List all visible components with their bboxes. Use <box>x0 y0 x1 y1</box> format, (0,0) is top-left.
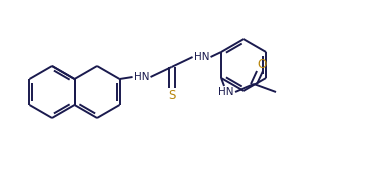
Text: S: S <box>168 89 175 102</box>
Text: O: O <box>258 57 267 71</box>
Text: HN: HN <box>194 52 209 62</box>
Text: HN: HN <box>218 87 234 97</box>
Text: HN: HN <box>134 72 149 82</box>
